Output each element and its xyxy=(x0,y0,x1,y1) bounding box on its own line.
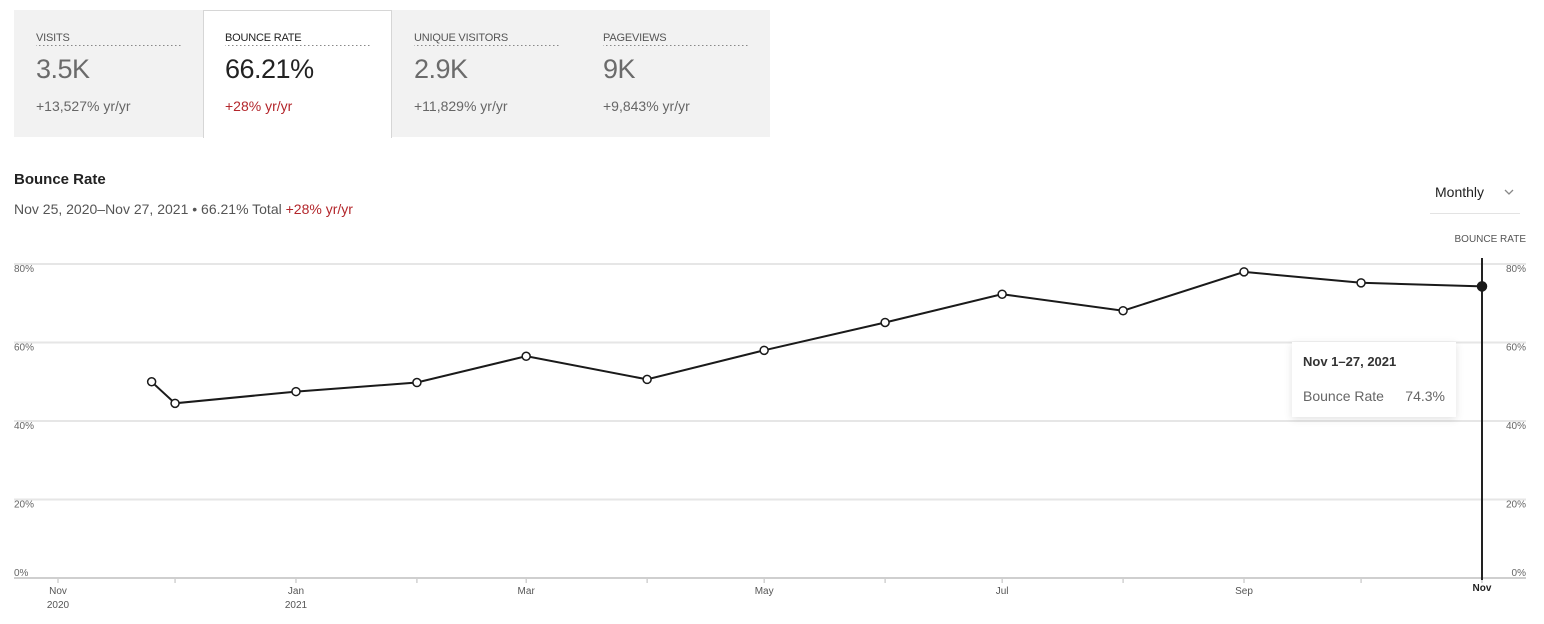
data-point[interactable] xyxy=(997,289,1007,299)
x-tick-label: Sep xyxy=(1235,586,1253,597)
metric-card-unique-visitors[interactable]: UNIQUE VISITORS 2.9K +11,829% yr/yr xyxy=(392,10,581,137)
chart-title: Bounce Rate xyxy=(14,171,106,188)
data-point[interactable] xyxy=(880,317,890,328)
data-point[interactable] xyxy=(170,398,180,409)
metric-label: VISITS xyxy=(36,32,182,46)
data-point[interactable] xyxy=(146,377,157,387)
x-tick-label-year: 2021 xyxy=(285,600,308,611)
data-point-active[interactable] xyxy=(1476,281,1488,292)
chart-yoy-change: +28% yr/yr xyxy=(285,201,353,217)
tooltip-date: Nov 1–27, 2021 xyxy=(1303,354,1397,369)
bounce-rate-chart: 0% 20% 40% 60% 80% 0% 20% 40% 60% 80% BOUNCE RAT… xyxy=(14,234,1527,611)
metric-value: 66.21% xyxy=(225,54,314,84)
data-point[interactable] xyxy=(291,386,301,397)
metric-value: 9K xyxy=(603,54,636,84)
period-selected-value: Monthly xyxy=(1435,184,1485,200)
data-point[interactable] xyxy=(1118,305,1128,316)
y-tick-label-right: 60% xyxy=(1506,343,1526,354)
metric-change: +9,843% yr/yr xyxy=(603,98,690,114)
data-point[interactable] xyxy=(1356,278,1366,288)
y-tick-label-right: 20% xyxy=(1506,500,1526,511)
x-tick-label: Nov xyxy=(1473,583,1492,594)
metric-label: PAGEVIEWS xyxy=(603,32,749,46)
chart-tooltip: Nov 1–27, 2021 Bounce Rate 74.3% xyxy=(1292,342,1456,417)
metric-value: 3.5K xyxy=(36,54,90,84)
metric-value: 2.9K xyxy=(414,54,468,84)
right-axis-title: BOUNCE RATE xyxy=(1455,234,1527,245)
x-tick-label: May xyxy=(755,586,774,597)
y-axis-right: 0% 20% 40% 60% 80% xyxy=(1506,264,1526,579)
y-tick-label-right: 80% xyxy=(1506,264,1526,275)
y-tick-label-left: 0% xyxy=(14,568,29,579)
x-tick-label: Jan xyxy=(288,586,304,597)
data-point[interactable] xyxy=(412,377,422,388)
y-tick-label-left: 40% xyxy=(14,421,34,432)
data-point[interactable] xyxy=(642,374,652,385)
tooltip-value: 74.3% xyxy=(1405,388,1445,404)
x-tick-label-year: 2020 xyxy=(47,600,70,611)
x-tick-label: Jul xyxy=(996,586,1009,597)
gridlines xyxy=(14,263,1526,579)
metric-card-bounce-rate[interactable]: BOUNCE RATE 66.21% +28% yr/yr xyxy=(203,10,392,138)
series-line-bounce-rate xyxy=(150,270,1483,405)
metric-change: +28% yr/yr xyxy=(225,98,293,114)
x-axis: Nov 2020 Jan 2021 Mar May Jul Sep Nov xyxy=(47,579,1492,611)
chart-date-range: Nov 25, 2020–Nov 27, 2021 • 66.21% Total xyxy=(14,201,282,217)
metric-label: BOUNCE RATE xyxy=(225,32,371,46)
tooltip-label: Bounce Rate xyxy=(1303,388,1384,404)
data-point[interactable] xyxy=(521,351,531,361)
metric-label: UNIQUE VISITORS xyxy=(414,32,560,46)
y-tick-label-right: 0% xyxy=(1512,568,1527,579)
data-point[interactable] xyxy=(1239,267,1249,277)
metric-card-visits[interactable]: VISITS 3.5K +13,527% yr/yr xyxy=(14,10,203,137)
chart-subtitle: Nov 25, 2020–Nov 27, 2021 • 66.21% Total… xyxy=(14,201,353,217)
y-tick-label-left: 60% xyxy=(14,343,34,354)
y-tick-label-left: 20% xyxy=(14,500,34,511)
y-tick-label-right: 40% xyxy=(1506,421,1526,432)
metric-card-pageviews[interactable]: PAGEVIEWS 9K +9,843% yr/yr xyxy=(581,10,770,137)
x-tick-label: Nov xyxy=(49,586,67,597)
metric-change: +13,527% yr/yr xyxy=(36,98,131,114)
metric-cards: VISITS 3.5K +13,527% yr/yr BOUNCE RATE 6… xyxy=(14,10,770,138)
y-tick-label-left: 80% xyxy=(14,264,34,275)
metric-change: +11,829% yr/yr xyxy=(414,98,508,114)
period-dropdown[interactable]: Monthly xyxy=(1430,176,1520,214)
x-tick-label: Mar xyxy=(518,586,536,597)
data-points xyxy=(146,267,1488,409)
y-axis-left: 0% 20% 40% 60% 80% xyxy=(14,264,34,579)
chevron-down-icon xyxy=(1504,185,1514,199)
data-point[interactable] xyxy=(759,345,769,356)
